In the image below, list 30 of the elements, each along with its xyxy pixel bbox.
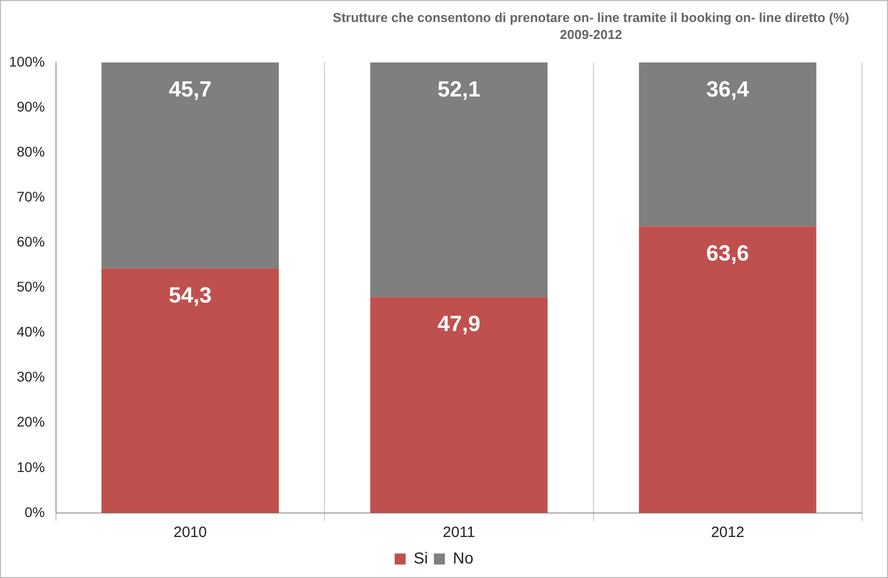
x-tick-label: 2012 bbox=[710, 524, 744, 542]
text: 36,4 bbox=[706, 76, 750, 102]
y-tick-label: 60% bbox=[16, 234, 45, 250]
y-tick-label: 20% bbox=[16, 414, 45, 430]
legend-label: Si bbox=[414, 550, 428, 568]
text: 63,6 bbox=[706, 240, 750, 266]
text: 47,9 bbox=[437, 311, 480, 336]
legend-label: No bbox=[452, 550, 474, 568]
y-tick-label: 0% bbox=[24, 504, 45, 520]
bar bbox=[638, 226, 816, 513]
text: 45,7 bbox=[168, 76, 212, 102]
y-tick-label: 10% bbox=[16, 458, 45, 475]
text: 52,1 bbox=[437, 76, 480, 102]
y-tick-label: 100% bbox=[8, 53, 45, 70]
y-tick-label: 90% bbox=[16, 98, 45, 114]
y-tick-label: 40% bbox=[16, 324, 45, 340]
y-tick-label: 70% bbox=[16, 188, 45, 204]
x-tick-label: 2011 bbox=[442, 524, 476, 542]
y-tick-label: 50% bbox=[16, 278, 45, 295]
y-tick-label: 80% bbox=[16, 143, 45, 160]
bar bbox=[370, 297, 548, 513]
bar bbox=[101, 268, 279, 513]
y-tick-label: 30% bbox=[16, 368, 45, 385]
bar bbox=[638, 62, 816, 226]
x-tick-label: 2010 bbox=[173, 524, 207, 542]
chart-title: Strutture che consentono di prenotare on- line tramite il booking on- line diretto (%) bbox=[332, 9, 850, 26]
text: 54,3 bbox=[168, 282, 212, 308]
bar bbox=[370, 62, 548, 298]
chart-subtitle: 2009-2012 bbox=[558, 26, 624, 43]
bar bbox=[101, 62, 279, 268]
